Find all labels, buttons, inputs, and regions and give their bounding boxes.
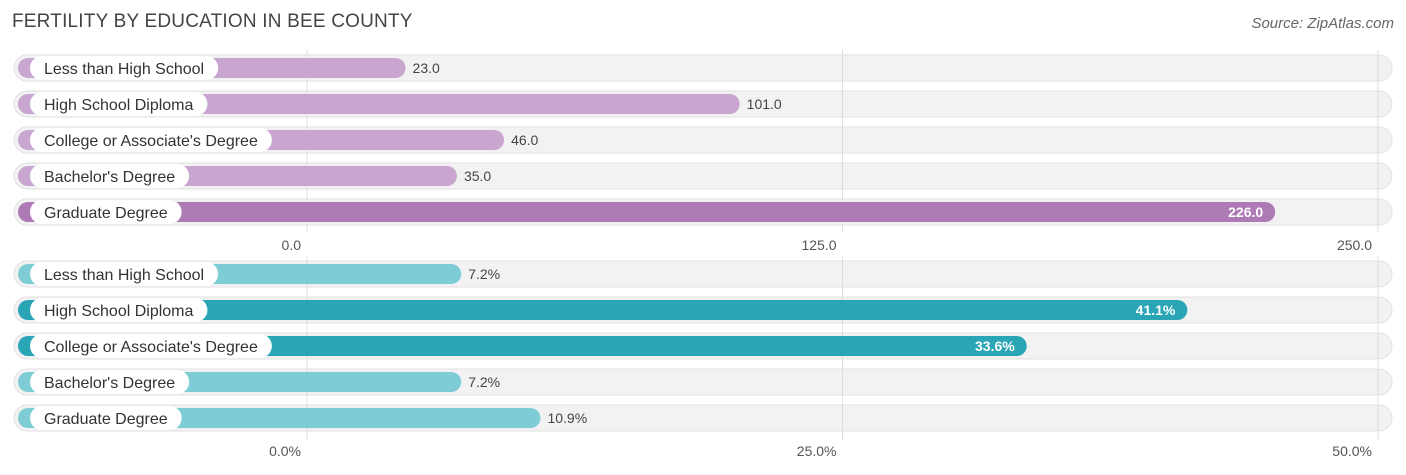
value-label: 46.0 [511, 132, 538, 148]
category-label: College or Associate's Degree [44, 339, 258, 356]
category-label: Graduate Degree [44, 411, 168, 428]
category-pill [30, 128, 272, 152]
category-label: Bachelor's Degree [44, 375, 175, 392]
category-pill [30, 406, 182, 430]
tick-label: 250.0 [1337, 237, 1372, 253]
category-pill [30, 56, 219, 80]
bar [18, 202, 1276, 222]
value-label: 7.2% [468, 266, 500, 282]
source-label: Source: ZipAtlas.com [1251, 15, 1394, 32]
category-label: Less than High School [44, 267, 204, 284]
category-pill [30, 92, 208, 116]
tick-label: 50.0% [1332, 443, 1372, 459]
category-pill [30, 262, 219, 286]
value-label: 33.6% [975, 338, 1015, 354]
tick-label: 0.0 [282, 237, 302, 253]
value-label: 7.2% [468, 374, 500, 390]
category-label: High School Diploma [44, 97, 194, 114]
value-label: 101.0 [747, 96, 782, 112]
tick-label: 0.0% [269, 443, 301, 459]
tick-label: 125.0 [801, 237, 836, 253]
category-pill [30, 370, 190, 394]
category-pill [30, 334, 272, 358]
value-label: 35.0 [464, 168, 491, 184]
category-pill [30, 298, 208, 322]
value-label: 10.9% [547, 410, 587, 426]
category-label: College or Associate's Degree [44, 133, 258, 150]
chart-title: FERTILITY BY EDUCATION IN BEE COUNTY [12, 11, 413, 32]
value-label: 226.0 [1228, 204, 1263, 220]
category-pill [30, 200, 182, 224]
category-label: Bachelor's Degree [44, 169, 175, 186]
category-pill [30, 164, 190, 188]
value-label: 23.0 [413, 60, 440, 76]
category-label: Less than High School [44, 61, 204, 78]
value-label: 41.1% [1136, 302, 1176, 318]
category-label: High School Diploma [44, 303, 194, 320]
bar [18, 300, 1188, 320]
category-label: Graduate Degree [44, 205, 168, 222]
tick-label: 25.0% [797, 443, 837, 459]
